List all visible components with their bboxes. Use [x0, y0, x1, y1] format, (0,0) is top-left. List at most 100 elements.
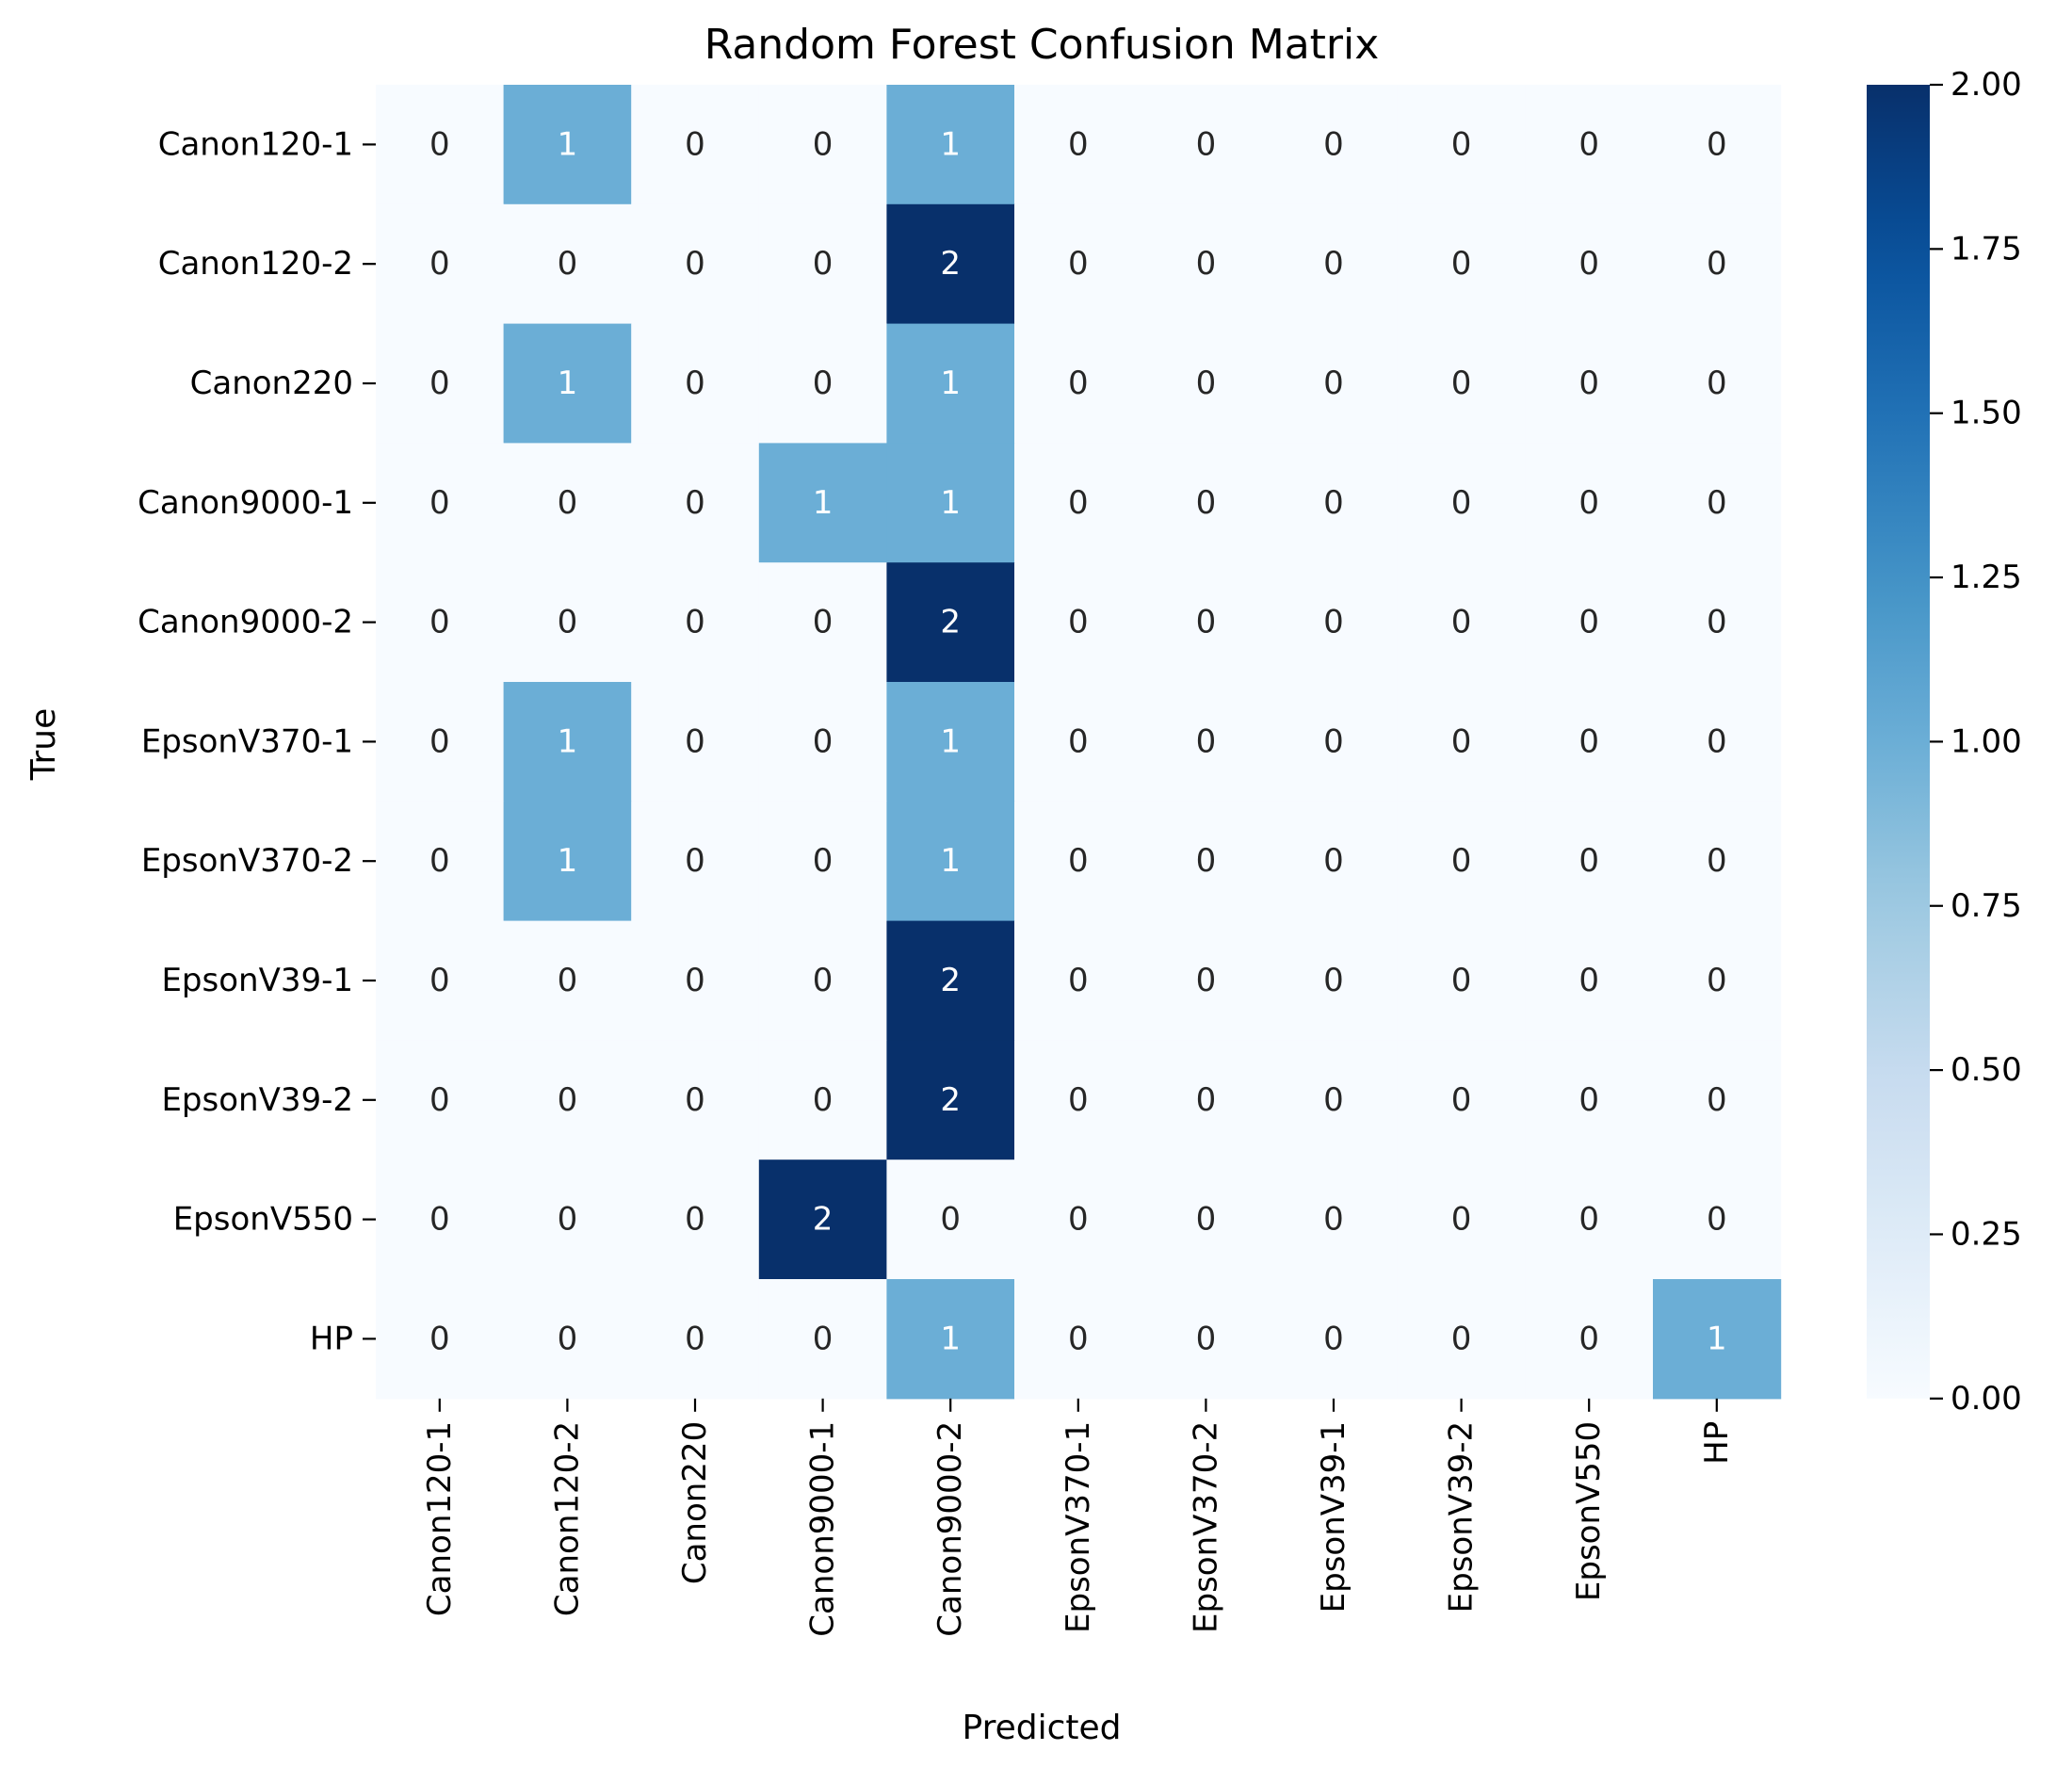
heatmap-cell	[1270, 801, 1399, 922]
colorbar-tick-label: 0.50	[1951, 1051, 2022, 1089]
cell-value-label: 0	[1578, 604, 1599, 641]
cell-value-label: 0	[685, 1320, 705, 1357]
cell-value-label: 0	[1707, 722, 1727, 760]
heatmap-cell	[1397, 85, 1526, 205]
heatmap-cell	[1525, 85, 1654, 205]
cell-value-label: 0	[1068, 842, 1089, 880]
cell-value-label: 0	[813, 604, 834, 641]
y-tick-label: Canon120-2	[158, 245, 353, 283]
heatmap-cell	[1653, 203, 1782, 325]
cell-value-label: 0	[685, 842, 705, 880]
cell-value-label: 0	[685, 962, 705, 999]
heatmap-cell	[1525, 443, 1654, 563]
heatmap-cell	[631, 1279, 760, 1400]
heatmap-cell	[1141, 323, 1271, 444]
cell-value-label: 0	[558, 245, 578, 283]
heatmap-cell	[886, 920, 1015, 1041]
heatmap-cell	[886, 1279, 1015, 1400]
heatmap-cell	[503, 443, 632, 563]
cell-value-label: 0	[685, 604, 705, 641]
heatmap-cell	[376, 1279, 505, 1400]
heatmap-cell	[1270, 443, 1399, 563]
heatmap-cell	[631, 1040, 760, 1160]
heatmap-cell	[376, 562, 505, 683]
cell-value-label: 0	[685, 125, 705, 163]
heatmap-cell	[1397, 562, 1526, 683]
heatmap-cell	[1270, 323, 1399, 444]
cell-value-label: 0	[1068, 722, 1089, 760]
heatmap-cell	[758, 1279, 887, 1400]
heatmap-cell	[1397, 443, 1526, 563]
cell-value-label: 0	[429, 962, 450, 999]
cell-value-label: 0	[1068, 365, 1089, 402]
heatmap-cell	[503, 1279, 632, 1400]
heatmap-cell	[1270, 85, 1399, 205]
heatmap-cell	[1014, 443, 1143, 563]
heatmap-cell	[1397, 323, 1526, 444]
cell-value-label: 0	[1578, 365, 1599, 402]
y-tick-label: Canon9000-2	[138, 604, 353, 641]
cell-value-label: 0	[558, 1320, 578, 1357]
cell-value-label: 0	[1451, 1320, 1472, 1357]
cell-value-label: 1	[558, 722, 578, 760]
heatmap-cell	[503, 562, 632, 683]
cell-value-label: 0	[429, 1201, 450, 1239]
cell-value-label: 0	[1578, 1320, 1599, 1357]
cell-value-label: 0	[1323, 1201, 1344, 1239]
cell-value-label: 0	[1578, 125, 1599, 163]
heatmap-cell	[1525, 682, 1654, 802]
heatmap-cell	[631, 443, 760, 563]
x-tick-label: HP	[1698, 1421, 1736, 1465]
heatmap-cell	[1397, 1159, 1526, 1280]
heatmap-cell	[886, 1159, 1015, 1280]
colorbar-tick-label: 2.00	[1951, 66, 2022, 104]
heatmap-cell	[1141, 1159, 1271, 1280]
cell-value-label: 0	[1451, 604, 1472, 641]
heatmap-cell	[1653, 920, 1782, 1041]
heatmap-cell	[631, 1159, 760, 1280]
heatmap-cell	[503, 323, 632, 444]
cell-value-label: 0	[1451, 245, 1472, 283]
colorbar: 0.00 0.25 0.50 0.75 1.00 1.25 1.50 1.75 2.00	[1867, 66, 2022, 1418]
heatmap-cell	[1270, 562, 1399, 683]
heatmap-cell	[1397, 682, 1526, 802]
cell-value-label: 0	[1323, 962, 1344, 999]
heatmap-cell	[886, 443, 1015, 563]
x-tick-label: EpsonV370-1	[1060, 1421, 1097, 1633]
cell-value-label: 0	[1578, 1201, 1599, 1239]
cell-value-label: 0	[685, 722, 705, 760]
cell-value-label: 0	[1196, 722, 1217, 760]
heatmap-cell	[758, 801, 887, 922]
colorbar-tick-label: 0.00	[1951, 1380, 2022, 1418]
cell-value-label: 0	[558, 962, 578, 999]
x-tick-label: EpsonV39-2	[1443, 1421, 1481, 1613]
cell-value-label: 0	[1707, 1081, 1727, 1119]
cell-value-label: 0	[1196, 245, 1217, 283]
heatmap-cell	[376, 1159, 505, 1280]
cell-value-label: 0	[1068, 962, 1089, 999]
cell-value-label: 0	[1196, 1320, 1217, 1357]
cell-value-label: 0	[1323, 722, 1344, 760]
heatmap-cell	[1525, 562, 1654, 683]
cell-value-label: 0	[813, 365, 834, 402]
heatmap-cell	[631, 682, 760, 802]
heatmap-cell	[758, 682, 887, 802]
cell-value-label: 1	[940, 484, 961, 522]
cell-value-label: 0	[1196, 962, 1217, 999]
cell-value-label: 0	[940, 1201, 961, 1239]
heatmap-cell	[1653, 1040, 1782, 1160]
cell-value-label: 0	[1451, 842, 1472, 880]
heatmap-cell	[376, 443, 505, 563]
heatmap-cell	[1653, 1159, 1782, 1280]
cell-value-label: 0	[1707, 842, 1727, 880]
cell-value-label: 0	[429, 1320, 450, 1357]
heatmap-cell	[503, 682, 632, 802]
cell-value-label: 1	[940, 1320, 961, 1357]
colorbar-gradient	[1867, 85, 1930, 1399]
cell-value-label: 0	[813, 962, 834, 999]
heatmap-cell	[886, 323, 1015, 444]
x-tick-label: Canon220	[676, 1421, 714, 1584]
cell-value-label: 0	[1068, 1081, 1089, 1119]
heatmap-cell	[1141, 85, 1271, 205]
chart-title: Random Forest Confusion Matrix	[704, 21, 1380, 69]
